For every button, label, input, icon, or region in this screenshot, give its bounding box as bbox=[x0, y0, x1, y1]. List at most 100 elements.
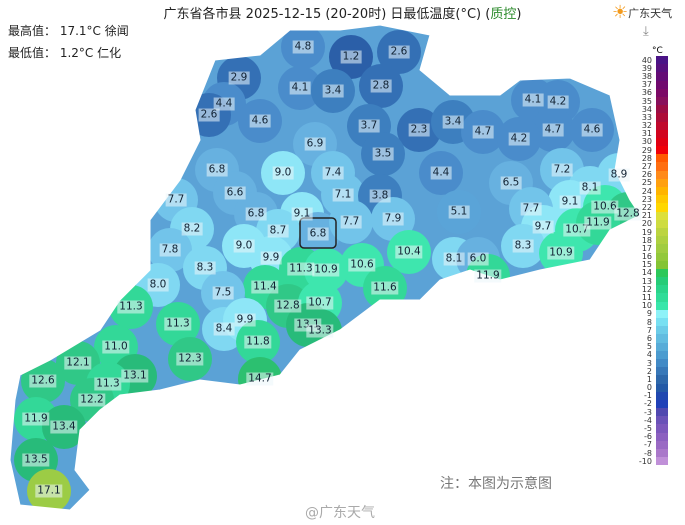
legend-item: 17 bbox=[640, 244, 668, 253]
station-temperature-label: 2.6 bbox=[388, 45, 410, 59]
station-temperature-label: 12.2 bbox=[78, 393, 106, 407]
station-temperature-label: 4.8 bbox=[292, 40, 314, 54]
station-temperature-label: 9.1 bbox=[559, 195, 581, 209]
color-legend: 40 39 38 37 36 35 34 33 32 31 30 29 28 27 26 25 24 23 22 21… bbox=[639, 56, 668, 466]
legend-swatch bbox=[656, 72, 668, 81]
legend-item: 26 bbox=[640, 170, 668, 179]
station-temperature-label: 6.0 bbox=[467, 252, 489, 266]
legend-item: -10 bbox=[639, 457, 668, 466]
legend-swatch bbox=[656, 113, 668, 122]
min-value: 最低值： 1.2°C 仁化 bbox=[8, 46, 122, 60]
legend-item: 31 bbox=[640, 129, 668, 138]
legend-swatch bbox=[656, 383, 668, 392]
station-temperature-label: 4.4 bbox=[430, 166, 452, 180]
legend-label: 1 bbox=[646, 374, 652, 384]
legend-label: 39 bbox=[641, 63, 652, 73]
legend-item: 30 bbox=[640, 137, 668, 147]
qc-link[interactable]: 质控 bbox=[490, 7, 517, 22]
legend-swatch bbox=[656, 162, 668, 171]
legend-label: 25 bbox=[641, 178, 652, 188]
station-temperature-label: 7.1 bbox=[332, 188, 354, 202]
legend-label: 23 bbox=[641, 194, 652, 204]
station-temperature-label: 3.5 bbox=[372, 147, 394, 161]
legend-label: 33 bbox=[641, 112, 652, 122]
legend-label: -10 bbox=[638, 456, 652, 466]
station-temperature-label: 4.2 bbox=[508, 132, 530, 146]
station-temperature-label: 9.1 bbox=[291, 207, 313, 221]
legend-item: 21 bbox=[640, 211, 668, 220]
legend-item: -8 bbox=[640, 449, 668, 458]
legend-label: 13 bbox=[641, 276, 652, 286]
legend-swatch bbox=[656, 277, 668, 286]
station-temperature-label: 11.9 bbox=[474, 269, 502, 283]
title-close: ) bbox=[516, 7, 522, 22]
legend-label: -7 bbox=[644, 440, 652, 450]
legend-item: 0 bbox=[640, 383, 668, 392]
legend-item: 3 bbox=[640, 359, 668, 368]
legend-item: 7 bbox=[640, 326, 668, 335]
legend-label: -1 bbox=[644, 391, 652, 401]
legend-item: 2 bbox=[640, 367, 668, 376]
download-icon[interactable]: ⤓ bbox=[643, 24, 649, 39]
legend-label: 28 bbox=[641, 153, 652, 163]
legend-label: 21 bbox=[641, 211, 652, 221]
station-temperature-label: 2.6 bbox=[198, 108, 220, 122]
legend-swatch bbox=[656, 399, 668, 409]
legend-swatch bbox=[656, 146, 668, 155]
legend-swatch bbox=[656, 350, 668, 359]
legend-item: 5 bbox=[640, 342, 668, 351]
legend-label: 12 bbox=[641, 284, 652, 294]
station-temperature-label: 4.1 bbox=[522, 93, 544, 107]
legend-label: 34 bbox=[641, 104, 652, 114]
legend-swatch bbox=[656, 457, 668, 466]
legend-label: 11 bbox=[641, 293, 652, 303]
station-temperature-label: 8.9 bbox=[608, 168, 630, 182]
legend-label: 22 bbox=[641, 202, 652, 212]
legend-item: 29 bbox=[640, 146, 668, 155]
station-temperature-label: 11.8 bbox=[244, 335, 272, 349]
legend-swatch bbox=[656, 367, 668, 376]
station-temperature-label: 9.9 bbox=[260, 251, 282, 265]
station-temperature-label: 13.3 bbox=[306, 324, 334, 338]
station-temperature-label: 12.8 bbox=[614, 207, 642, 221]
legend-unit: °C bbox=[652, 46, 663, 56]
legend-item: 8 bbox=[640, 318, 668, 327]
station-temperature-label: 4.7 bbox=[472, 125, 494, 139]
legend-swatch bbox=[656, 449, 668, 458]
legend-label: -3 bbox=[644, 407, 652, 417]
legend-label: 30 bbox=[641, 137, 652, 147]
legend-label: 10 bbox=[641, 301, 652, 311]
legend-item: -7 bbox=[640, 440, 668, 449]
station-temperature-label: 8.2 bbox=[181, 222, 203, 236]
legend-item: 12 bbox=[640, 285, 668, 294]
legend-swatch bbox=[656, 252, 668, 261]
station-temperature-label: 9.7 bbox=[532, 220, 554, 234]
legend-label: 38 bbox=[641, 71, 652, 81]
legend-swatch bbox=[656, 88, 668, 97]
max-value: 最高值： 17.1°C 徐闻 bbox=[8, 24, 129, 38]
legend-item: 11 bbox=[640, 293, 668, 302]
legend-label: 18 bbox=[641, 235, 652, 245]
logo: ☀ 广东天气 bbox=[612, 2, 672, 23]
legend-swatch bbox=[656, 285, 668, 294]
legend-swatch bbox=[656, 391, 668, 400]
station-temperature-label: 8.1 bbox=[443, 252, 465, 266]
legend-swatch bbox=[656, 121, 668, 130]
legend-label: 20 bbox=[641, 219, 652, 229]
station-temperature-label: 17.1 bbox=[35, 484, 63, 498]
legend-item: 34 bbox=[640, 105, 668, 114]
legend-swatch bbox=[656, 137, 668, 147]
station-temperature-label: 10.4 bbox=[395, 245, 423, 259]
legend-swatch bbox=[656, 375, 668, 384]
station-temperature-label: 12.6 bbox=[29, 374, 57, 388]
station-temperature-label: 10.9 bbox=[312, 263, 340, 277]
legend-item: 39 bbox=[640, 64, 668, 73]
map-title: 广东省各市县 2025-12-15 (20-20时) 日最低温度(°C) (质控… bbox=[0, 3, 685, 22]
station-temperature-label: 13.5 bbox=[22, 453, 50, 467]
legend-item: 33 bbox=[640, 113, 668, 122]
legend-label: 35 bbox=[641, 96, 652, 106]
station-temperature-label: 6.8 bbox=[206, 163, 228, 177]
legend-label: 29 bbox=[641, 145, 652, 155]
station-temperature-label: 6.6 bbox=[224, 186, 246, 200]
